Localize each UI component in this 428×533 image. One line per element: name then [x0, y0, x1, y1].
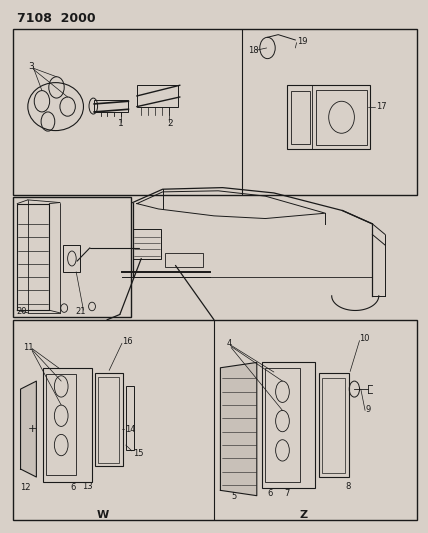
Bar [46, 374, 76, 475]
Text: 4: 4 [227, 340, 232, 348]
Text: 14: 14 [125, 425, 136, 433]
Text: 16: 16 [122, 337, 133, 345]
Bar [98, 377, 119, 463]
Text: 21: 21 [75, 308, 86, 316]
Text: 18: 18 [248, 46, 259, 55]
Bar [95, 373, 123, 466]
Bar [13, 320, 417, 520]
Text: 10: 10 [360, 334, 370, 343]
Bar [43, 368, 92, 482]
Text: 13: 13 [82, 482, 93, 490]
Bar [291, 91, 310, 144]
Text: 12: 12 [21, 483, 31, 492]
Text: 6: 6 [71, 483, 76, 492]
Text: 3: 3 [28, 62, 33, 71]
Text: 8: 8 [346, 482, 351, 490]
Text: +: + [28, 424, 38, 434]
Bar [287, 85, 370, 149]
Text: 2: 2 [167, 119, 172, 128]
Bar [322, 378, 345, 473]
Bar [319, 373, 349, 477]
Bar [126, 386, 134, 450]
Bar [265, 368, 300, 482]
Polygon shape [220, 362, 257, 496]
Text: 6: 6 [267, 489, 273, 497]
Bar [13, 197, 131, 317]
Bar [316, 90, 367, 145]
Text: 11: 11 [24, 343, 34, 352]
Text: 17: 17 [376, 102, 386, 111]
Text: 20: 20 [16, 308, 27, 316]
Text: 5: 5 [231, 492, 236, 501]
Bar [262, 362, 315, 488]
Text: 9: 9 [366, 405, 371, 414]
Bar [137, 85, 178, 107]
Text: W: W [96, 511, 109, 520]
Bar [63, 245, 80, 272]
Text: 19: 19 [297, 37, 308, 46]
Polygon shape [21, 381, 36, 477]
Text: 7108  2000: 7108 2000 [17, 12, 96, 25]
Bar [165, 253, 203, 266]
Bar [94, 100, 128, 112]
Text: 1: 1 [118, 119, 123, 128]
Text: 15: 15 [133, 449, 143, 457]
Bar [13, 29, 417, 195]
Bar [133, 229, 160, 259]
Text: Z: Z [300, 511, 308, 520]
Text: 7: 7 [285, 489, 290, 497]
